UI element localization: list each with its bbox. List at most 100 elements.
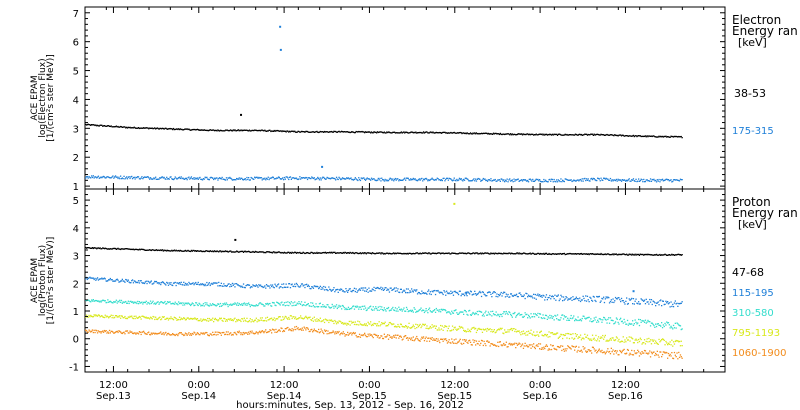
data-point xyxy=(633,254,635,256)
data-point xyxy=(197,281,199,284)
data-point xyxy=(459,311,461,313)
data-point xyxy=(444,252,446,255)
data-point xyxy=(89,247,91,249)
data-point xyxy=(631,323,633,325)
data-point xyxy=(613,339,615,341)
data-point xyxy=(595,133,597,136)
data-point xyxy=(306,327,309,329)
data-point xyxy=(568,298,570,300)
data-point xyxy=(401,179,403,181)
data-point xyxy=(153,177,155,179)
data-point xyxy=(362,252,364,254)
data-point xyxy=(623,318,625,321)
data-point xyxy=(633,303,635,305)
data-point xyxy=(171,334,173,336)
data-point xyxy=(267,176,269,178)
data-point xyxy=(114,126,117,128)
data-point xyxy=(480,311,483,313)
data-point xyxy=(380,253,382,255)
data-point xyxy=(182,129,184,131)
data-point xyxy=(168,128,170,130)
data-point xyxy=(496,180,498,182)
data-point xyxy=(184,178,186,180)
data-point xyxy=(494,314,496,316)
data-point xyxy=(123,331,125,333)
data-point xyxy=(539,313,542,315)
data-point xyxy=(636,339,638,341)
data-point xyxy=(654,326,656,328)
data-point xyxy=(240,286,242,288)
data-point xyxy=(462,293,464,295)
data-point xyxy=(148,249,150,251)
data-point xyxy=(603,301,606,304)
data-point xyxy=(441,309,443,311)
data-point xyxy=(271,317,273,319)
data-point xyxy=(312,331,314,333)
data-point xyxy=(262,177,264,180)
data-point xyxy=(597,177,600,180)
data-point xyxy=(478,252,480,255)
data-point xyxy=(274,252,276,254)
data-point xyxy=(620,341,622,343)
data-point xyxy=(129,126,131,128)
data-point xyxy=(430,311,432,313)
data-point xyxy=(298,286,300,288)
data-point xyxy=(148,302,150,304)
data-point xyxy=(296,283,298,286)
data-point xyxy=(663,325,665,328)
data-point xyxy=(576,179,578,181)
data-point xyxy=(402,338,404,340)
data-point xyxy=(121,248,123,250)
data-point xyxy=(111,317,113,319)
data-point xyxy=(336,321,338,323)
data-point xyxy=(568,319,570,321)
data-point xyxy=(444,291,446,293)
data-point xyxy=(567,345,569,347)
data-point xyxy=(210,250,212,252)
data-point xyxy=(660,179,662,181)
data-point xyxy=(563,350,565,352)
data-point xyxy=(188,332,190,334)
data-point xyxy=(128,332,130,334)
data-point xyxy=(373,322,375,325)
data-point xyxy=(399,335,402,337)
data-point xyxy=(476,293,478,295)
data-point xyxy=(681,345,683,347)
data-point xyxy=(195,318,197,320)
data-point xyxy=(206,176,208,178)
data-point xyxy=(655,305,657,307)
data-point xyxy=(253,285,255,287)
data-point xyxy=(287,251,289,253)
data-point xyxy=(265,317,267,319)
data-point xyxy=(204,332,206,334)
data-point xyxy=(474,328,476,330)
data-point xyxy=(184,284,186,286)
data-point xyxy=(344,178,346,180)
data-point xyxy=(231,304,234,306)
data-point xyxy=(168,333,170,335)
data-point xyxy=(655,136,657,138)
data-point xyxy=(463,294,466,297)
data-point xyxy=(578,299,580,302)
data-point xyxy=(538,180,540,182)
data-point xyxy=(143,301,146,303)
data-point xyxy=(399,335,401,337)
data-point xyxy=(226,333,228,336)
data-point xyxy=(413,131,415,134)
data-point xyxy=(608,179,610,181)
data-point xyxy=(672,306,675,308)
data-point xyxy=(107,331,109,333)
data-point xyxy=(232,284,234,286)
data-point xyxy=(467,328,469,330)
data-point xyxy=(294,177,296,180)
data-point xyxy=(182,318,184,320)
data-point xyxy=(474,313,476,316)
data-point xyxy=(679,254,682,256)
data-point xyxy=(160,333,163,335)
data-point xyxy=(598,318,600,320)
data-point xyxy=(565,134,567,136)
data-point xyxy=(108,316,111,318)
data-point xyxy=(196,128,199,130)
data-point xyxy=(396,308,398,310)
data-point xyxy=(566,253,568,255)
